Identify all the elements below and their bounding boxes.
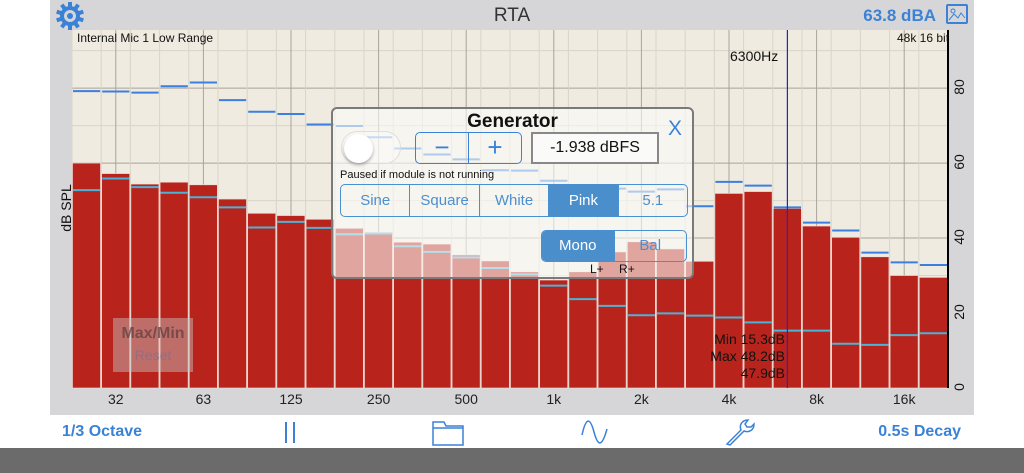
format-label: 48k 16 bit: [897, 31, 950, 45]
current-readout: 47.9dB: [740, 365, 785, 381]
bar-8k: [802, 225, 831, 389]
bar-16k: [889, 275, 919, 389]
waveform-white[interactable]: White: [480, 185, 550, 216]
level-stepper[interactable]: − +: [415, 132, 522, 164]
x-tick-label: 32: [108, 391, 124, 407]
max-readout: Max 48.2dB: [710, 348, 785, 364]
decrease-button[interactable]: −: [416, 133, 469, 163]
x-tick-label: 4k: [721, 391, 737, 407]
bar-4k: [714, 193, 744, 389]
y-tick-label: 40: [951, 229, 967, 245]
max-min-label: Max/Min: [121, 325, 185, 342]
resolution-button[interactable]: 1/3 Octave: [62, 423, 143, 440]
channel-bal[interactable]: Bal: [639, 237, 662, 254]
max-min-reset-button[interactable]: Max/Min Reset: [113, 318, 193, 372]
y-tick-label: 60: [951, 154, 967, 170]
close-button[interactable]: X: [667, 117, 682, 140]
generator-panel: Generator X − + -1.938 dBFS Paused if mo…: [331, 107, 694, 279]
channel-selector[interactable]: Mono Bal: [541, 230, 687, 262]
x-tick-label: 500: [454, 391, 478, 407]
sine-wave-icon[interactable]: [580, 419, 610, 445]
bar-63: [189, 184, 218, 389]
bar-10k: [831, 237, 861, 389]
x-tick-label: 1k: [546, 391, 562, 407]
left-channel-label[interactable]: L+: [590, 262, 604, 276]
bar-80: [218, 198, 247, 389]
bar-3.15k: [685, 260, 715, 389]
waveform-selector[interactable]: Sine Square White Pink 5.1: [340, 184, 688, 217]
bar-630: [480, 260, 510, 389]
generator-title: Generator: [467, 111, 558, 132]
wrench-icon[interactable]: [723, 417, 757, 447]
level-field[interactable]: -1.938 dBFS: [531, 132, 659, 164]
channel-mono[interactable]: Mono: [542, 231, 615, 261]
waveform-sine[interactable]: Sine: [341, 185, 411, 216]
bar-160: [305, 219, 335, 389]
page-title: RTA: [493, 5, 531, 26]
waveform-pink[interactable]: Pink: [549, 185, 619, 216]
toggle-knob: [344, 134, 373, 163]
folder-icon[interactable]: [431, 419, 465, 447]
bar-125: [276, 215, 306, 389]
bar-1.25k: [568, 271, 598, 389]
y-tick-label: 0: [951, 383, 967, 391]
pause-icon[interactable]: [282, 419, 298, 445]
bar-1k: [539, 279, 569, 389]
x-tick-label: 125: [279, 391, 303, 407]
min-readout: Min 15.3dB: [714, 331, 785, 347]
x-tick-label: 16k: [892, 391, 916, 407]
paused-note: Paused if module is not running: [340, 169, 495, 181]
bar-800: [510, 271, 539, 389]
x-tick-label: 8k: [809, 391, 824, 407]
rta-app: RTA 63.8 dBA Internal Mic 1 Low Range 48…: [50, 0, 974, 448]
top-bar: RTA 63.8 dBA: [50, 0, 974, 30]
bar-12.5k: [860, 256, 890, 389]
bar-31.5: [101, 173, 131, 389]
device-bezel: [0, 448, 1024, 473]
increase-button[interactable]: +: [487, 132, 503, 162]
x-tick-label: 63: [195, 391, 212, 407]
waveform-5-1[interactable]: 5.1: [642, 192, 664, 209]
x-tick-label: 250: [366, 391, 391, 407]
level-readout: 63.8 dBA: [863, 6, 936, 25]
bar-25: [72, 162, 101, 389]
x-tick-label: 2k: [633, 391, 649, 407]
bar-50: [159, 181, 189, 389]
y-axis-label: dB SPL: [58, 184, 74, 232]
cursor-readout: Min 15.3dB Max 48.2dB 47.9dB: [670, 331, 785, 382]
cursor-frequency-label: 6300Hz: [730, 48, 779, 64]
right-channel-label[interactable]: R+: [619, 262, 635, 276]
gear-icon[interactable]: [55, 1, 85, 31]
bar-5k: [743, 191, 773, 389]
bar-40: [130, 183, 160, 389]
image-icon[interactable]: [946, 4, 968, 24]
y-tick-label: 80: [951, 79, 967, 95]
bar-100: [247, 213, 276, 389]
bottom-toolbar: 1/3 Octave 0.5s Decay: [50, 415, 974, 448]
reset-label: Reset: [134, 347, 172, 363]
generator-toggle[interactable]: [341, 131, 401, 164]
channel-labels: L+ R+: [590, 262, 635, 276]
decay-button[interactable]: 0.5s Decay: [878, 423, 961, 440]
waveform-square[interactable]: Square: [410, 185, 480, 216]
y-tick-label: 20: [951, 304, 967, 320]
input-source-label: Internal Mic 1 Low Range: [77, 31, 214, 45]
